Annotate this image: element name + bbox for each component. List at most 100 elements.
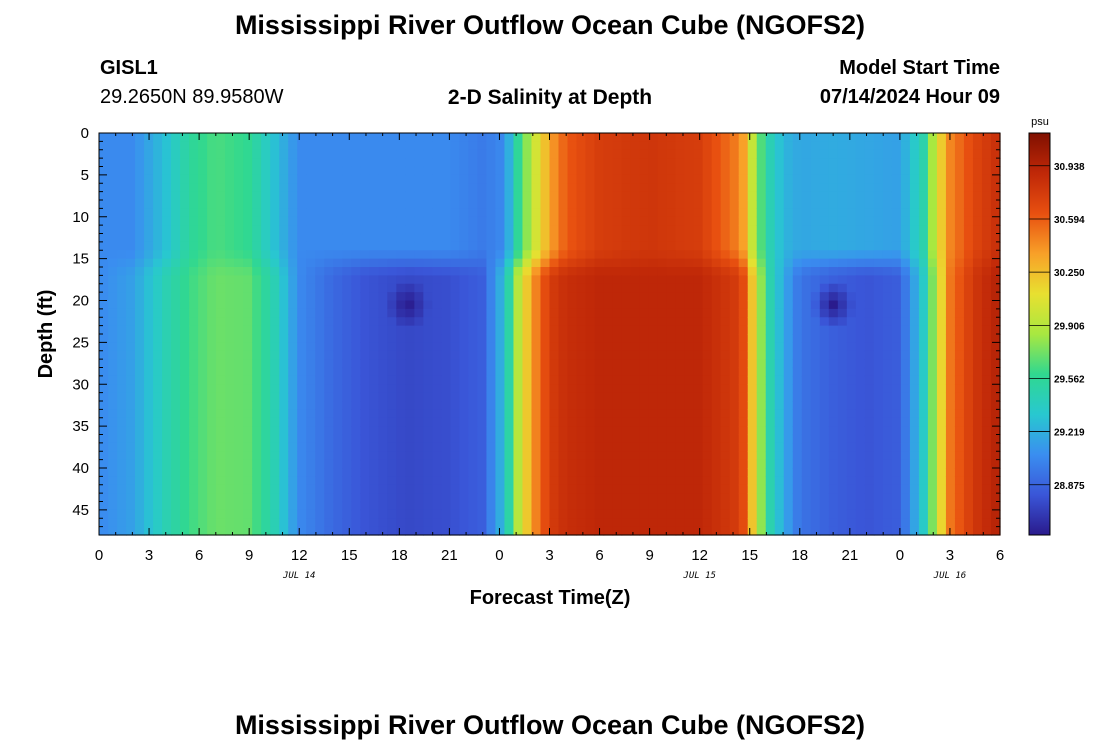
heatmap-cell [531,133,542,142]
heatmap-cell [477,267,488,276]
heatmap-cell [450,208,460,218]
heatmap-cell [756,258,767,268]
heatmap-cell [882,334,893,343]
heatmap-cell [990,334,1001,343]
heatmap-cell [252,250,262,260]
heatmap-cell [855,367,866,377]
heatmap-cell [324,350,334,360]
heatmap-cell [378,325,388,335]
heatmap-cell [117,359,127,369]
heatmap-cell [747,141,758,151]
heatmap-cell [504,200,515,209]
heatmap-cell [810,526,821,536]
heatmap-cell [954,233,965,243]
heatmap-cell [738,526,749,536]
heatmap-cell [144,442,154,452]
heatmap-cell [918,342,929,352]
heatmap-cell [846,225,857,235]
heatmap-cell [918,417,929,427]
heatmap-cell [414,359,424,369]
heatmap-cell [468,350,479,360]
heatmap-cell [180,208,190,218]
heatmap-cell [774,367,785,377]
heatmap-cell [333,401,343,410]
heatmap-cell [792,392,803,402]
heatmap-cell [666,426,677,436]
heatmap-cell [189,409,199,419]
heatmap-cell [261,476,271,486]
heatmap-cell [234,409,244,419]
heatmap-cell [783,342,794,352]
heatmap-cell [297,442,307,452]
heatmap-cell [657,468,668,477]
heatmap-cell [468,292,479,302]
heatmap-cell [432,350,442,360]
heatmap-cell [261,392,271,402]
heatmap-cell [936,518,947,528]
heatmap-cell [666,442,677,452]
heatmap-cell [117,417,127,427]
heatmap-cell [594,183,605,193]
heatmap-cell [234,375,244,385]
heatmap-cell [720,208,731,218]
heatmap-cell [315,267,325,276]
heatmap-cell [738,468,749,477]
heatmap-cell [414,216,424,226]
heatmap-cell [126,501,136,511]
heatmap-cell [369,225,379,235]
heatmap-cell [315,317,325,327]
heatmap-cell [342,426,352,436]
heatmap-cell [675,384,686,394]
heatmap-cell [954,166,965,176]
heatmap-cell [243,509,253,519]
heatmap-cell [216,250,226,260]
heatmap-cell [648,208,659,218]
heatmap-cell [927,518,938,528]
heatmap-cell [153,359,163,369]
heatmap-cell [252,183,262,193]
heatmap-cell [162,200,172,209]
heatmap-cell [270,493,280,503]
heatmap-cell [216,216,226,226]
heatmap-cell [297,401,307,410]
heatmap-cell [972,308,983,318]
heatmap-cell [927,442,938,452]
heatmap-cell [189,283,199,293]
heatmap-cell [945,300,956,310]
heatmap-cell [981,501,992,511]
heatmap-cell [756,300,767,310]
heatmap-cell [135,258,145,268]
heatmap-cell [963,426,974,436]
heatmap-cell [333,426,343,436]
heatmap-cell [270,451,280,461]
heatmap-cell [639,409,650,419]
heatmap-cell [531,392,542,402]
heatmap-cell [567,233,578,243]
heatmap-cell [378,392,388,402]
heatmap-cell [405,484,415,494]
heatmap-cell [306,518,316,528]
heatmap-cell [711,384,722,394]
heatmap-cell [576,426,587,436]
heatmap-cell [207,350,217,360]
heatmap-cell [333,191,343,201]
heatmap-cell [981,233,992,243]
heatmap-cell [225,317,235,327]
heatmap-cell [675,317,686,327]
heatmap-cell [810,401,821,410]
heatmap-cell [315,275,325,285]
heatmap-cell [405,392,415,402]
heatmap-cell [468,241,479,251]
heatmap-cell [153,166,163,176]
heatmap-cell [513,342,524,352]
heatmap-cell [585,267,596,276]
heatmap-cell [252,375,262,385]
heatmap-cell [180,442,190,452]
heatmap-cell [234,526,244,536]
heatmap-cell [540,200,551,209]
heatmap-cell [684,300,695,310]
heatmap-cell [900,468,911,477]
heatmap-cell [666,325,677,335]
heatmap-cell [954,183,965,193]
heatmap-cell [522,401,533,410]
